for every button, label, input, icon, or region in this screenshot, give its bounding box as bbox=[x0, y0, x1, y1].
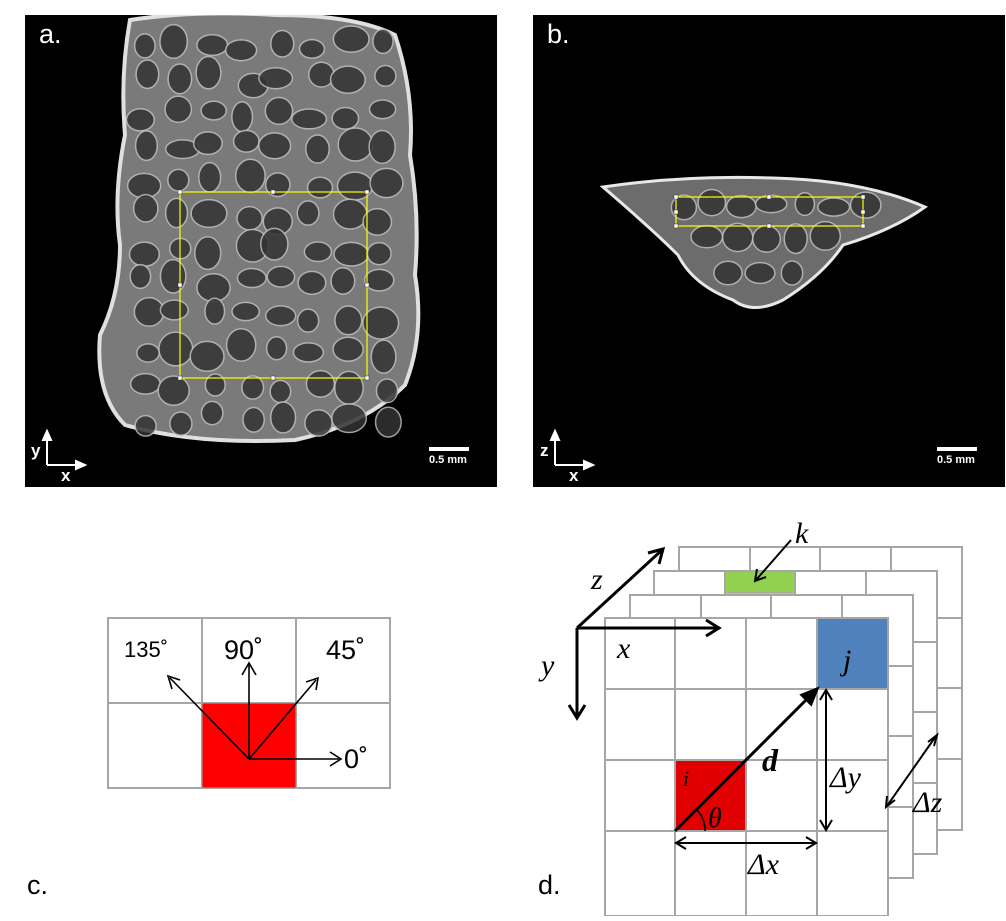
axis-label-x-b: x bbox=[569, 466, 579, 485]
axis-label-x-a: x bbox=[61, 466, 71, 485]
vector-d-arrow bbox=[673, 686, 820, 833]
panel-label-b: b. bbox=[547, 19, 570, 49]
theta-arc bbox=[696, 809, 706, 832]
arrow-45 bbox=[248, 679, 317, 760]
panel-label-c: c. bbox=[27, 870, 49, 900]
tissue-image-a bbox=[41, 15, 421, 471]
panel-label-d: d. bbox=[538, 870, 561, 900]
panel-c-direction-grid: 0˚ 45˚ 90˚ 135˚ c. bbox=[0, 500, 500, 916]
delta-z-arrow bbox=[884, 732, 939, 810]
cooccurrence-grid-svg: x y z k j i d θ Δx Δy Δz bbox=[538, 517, 963, 917]
label-delta-x: Δx bbox=[747, 848, 780, 881]
label-cell-k: k bbox=[795, 517, 809, 550]
axis-label-z-b: z bbox=[540, 441, 549, 460]
k-pointer-arrow bbox=[753, 539, 792, 583]
tissue-cells-a bbox=[125, 23, 404, 438]
angle-label-135: 135˚ bbox=[124, 637, 168, 662]
arrow-135-head bbox=[166, 674, 181, 690]
scale-text-a: 0.5 mm bbox=[429, 454, 467, 466]
label-axis-y: y bbox=[538, 649, 555, 682]
panel-d-cooccurrence-grid: x y z k j i d θ Δx Δy Δz d. bbox=[500, 500, 1006, 917]
direction-arrows bbox=[166, 661, 343, 767]
roi-handles-b[interactable] bbox=[673, 194, 866, 229]
angle-label-0: 0˚ bbox=[344, 744, 368, 774]
panel-a-xy-slice: a. y x 0.5 mm bbox=[25, 15, 497, 487]
label-vector-d: d bbox=[762, 742, 779, 778]
label-axis-x: x bbox=[616, 632, 631, 665]
scale-text-b: 0.5 mm bbox=[937, 454, 975, 466]
axis-label-y-a: y bbox=[31, 441, 41, 460]
panel-label-a: a. bbox=[39, 19, 62, 49]
label-delta-z: Δz bbox=[912, 786, 943, 819]
arrow-135 bbox=[169, 677, 250, 760]
angle-label-45: 45˚ bbox=[326, 635, 365, 665]
axis-z-arrow bbox=[575, 548, 664, 630]
coordinate-axes bbox=[567, 546, 722, 721]
tissue-image-b bbox=[549, 175, 929, 471]
label-delta-y: Δy bbox=[829, 761, 862, 794]
cell-k bbox=[724, 570, 796, 594]
direction-grid-svg: 0˚ 45˚ 90˚ 135˚ bbox=[107, 617, 391, 789]
label-cell-i: i bbox=[683, 766, 689, 791]
label-theta: θ bbox=[708, 803, 722, 834]
arrow-45-head bbox=[305, 676, 320, 691]
label-cell-j: j bbox=[839, 644, 851, 677]
scale-bar-b bbox=[937, 447, 977, 451]
roi-handles-a[interactable] bbox=[177, 189, 370, 381]
delta-y-arrow bbox=[819, 688, 833, 832]
cell-j bbox=[816, 617, 889, 690]
arrow-0-head bbox=[329, 751, 343, 767]
axis-indicator-a bbox=[41, 428, 88, 471]
label-axis-z: z bbox=[590, 563, 603, 596]
delta-x-arrow bbox=[674, 836, 818, 850]
axis-indicator-b bbox=[549, 428, 596, 471]
scale-bar-a bbox=[429, 447, 469, 451]
angle-label-90: 90˚ bbox=[224, 635, 263, 665]
panel-b-xz-slice: b. z x 0.5 mm bbox=[533, 15, 1005, 487]
arrow-90-head bbox=[241, 661, 257, 676]
